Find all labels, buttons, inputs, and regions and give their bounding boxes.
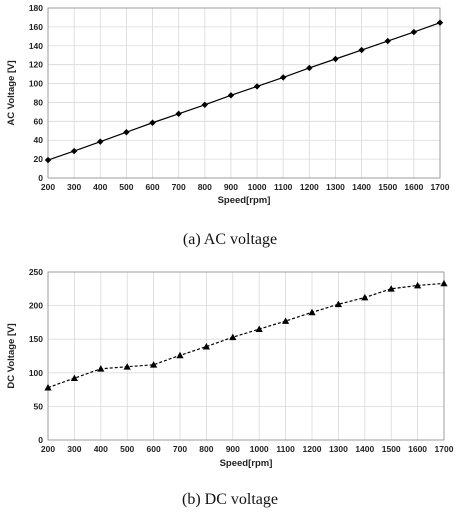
data-point-triangle	[414, 281, 422, 289]
data-point-diamond	[332, 55, 339, 63]
x-tick-label: 800	[199, 444, 213, 454]
y-tick-label: 60	[34, 116, 44, 126]
x-tick-label: 1500	[378, 182, 397, 192]
chart-caption: (b) DC voltage	[182, 491, 278, 508]
data-point-triangle	[361, 293, 369, 301]
data-point-diamond	[358, 46, 365, 54]
data-point-diamond	[70, 147, 78, 155]
x-tick-label: 500	[119, 182, 133, 192]
data-point-triangle	[202, 342, 210, 350]
data-point-diamond	[44, 156, 52, 164]
data-point-diamond	[410, 28, 418, 36]
chart-ac: 200 300 400 500 600 700 800 900 1000 1100 1200 1300…	[6, 3, 450, 248]
data-point-diamond	[97, 138, 104, 145]
x-axis-label: Speed[rpm]	[220, 458, 273, 469]
x-tick-label: 900	[224, 182, 238, 192]
x-tick-label: 900	[226, 444, 240, 454]
x-tick-label: 200	[41, 444, 55, 454]
y-tick-label: 250	[29, 267, 43, 277]
x-tick-label: 500	[120, 444, 134, 454]
data-point-diamond	[253, 83, 261, 90]
x-tick-label: 1000	[250, 444, 269, 454]
data-point-triangle	[308, 308, 316, 316]
data-point-diamond	[149, 119, 156, 126]
data-point-diamond	[384, 37, 391, 45]
data-point-triangle	[440, 279, 448, 287]
x-tick-label: 1700	[431, 182, 450, 192]
x-tick-label: 1300	[326, 182, 345, 192]
data-point-triangle	[229, 333, 237, 341]
y-tick-label: 20	[34, 154, 44, 164]
chart-dc: 200 300 400 500 600 700 800 900 1000 1100 1200 1300…	[6, 267, 454, 508]
y-tick-label: 180	[29, 3, 43, 13]
plot-frame	[47, 271, 445, 441]
y-tick-label: 40	[34, 135, 44, 145]
x-tick-label: 800	[198, 182, 212, 192]
y-tick-label: 0	[38, 173, 43, 183]
plot-frame	[47, 7, 441, 179]
data-point-triangle	[70, 374, 78, 382]
y-tick-label: 50	[34, 401, 44, 411]
x-tick-label: 300	[67, 444, 81, 454]
data-point-triangle	[334, 300, 342, 308]
data-point-triangle	[97, 365, 105, 372]
data-point-diamond	[175, 110, 182, 117]
data-point-diamond	[436, 19, 444, 26]
data-point-triangle	[123, 363, 131, 370]
data-point-triangle	[282, 317, 290, 324]
x-tick-label: 1400	[355, 444, 374, 454]
x-tick-label: 1100	[274, 182, 293, 192]
x-tick-label: 1200	[300, 182, 319, 192]
x-tick-label: 1000	[248, 182, 267, 192]
data-point-diamond	[201, 101, 208, 109]
chart-caption: (a) AC voltage	[183, 231, 277, 248]
x-tick-label: 400	[93, 182, 107, 192]
x-tick-label: 200	[41, 182, 55, 192]
data-point-triangle	[176, 351, 184, 359]
series-line	[47, 22, 441, 161]
y-tick-label: 200	[29, 301, 43, 311]
data-point-diamond	[123, 128, 130, 136]
y-axis-label: AC Voltage [V]	[6, 60, 17, 125]
data-point-triangle	[387, 285, 395, 292]
y-tick-label: 120	[29, 60, 43, 70]
x-tick-label: 1500	[382, 444, 401, 454]
y-axis-label: DC Voltage [V]	[6, 323, 17, 388]
data-point-triangle	[44, 383, 52, 391]
x-tick-label: 700	[173, 444, 187, 454]
x-tick-label: 1200	[303, 444, 322, 454]
y-tick-label: 150	[29, 334, 43, 344]
x-tick-label: 1600	[404, 182, 423, 192]
x-tick-label: 300	[67, 182, 81, 192]
data-point-diamond	[306, 64, 313, 72]
y-tick-label: 0	[38, 435, 43, 445]
x-tick-label: 1400	[352, 182, 371, 192]
data-point-diamond	[280, 74, 287, 81]
data-point-diamond	[227, 92, 235, 99]
y-tick-label: 160	[29, 22, 43, 32]
x-tick-label: 600	[145, 182, 159, 192]
x-tick-label: 400	[94, 444, 108, 454]
x-axis-label: Speed[rpm]	[218, 195, 271, 206]
y-tick-label: 140	[29, 41, 43, 51]
x-tick-label: 1100	[276, 444, 295, 454]
x-tick-label: 600	[147, 444, 161, 454]
y-tick-label: 100	[29, 79, 43, 89]
data-point-triangle	[255, 325, 263, 332]
series-line	[47, 282, 445, 389]
data-point-triangle	[150, 361, 158, 368]
x-tick-label: 1600	[408, 444, 427, 454]
y-tick-label: 100	[29, 368, 43, 378]
y-tick-label: 80	[34, 97, 44, 107]
x-tick-label: 1700	[435, 444, 454, 454]
x-tick-label: 1300	[329, 444, 348, 454]
x-tick-label: 700	[172, 182, 186, 192]
